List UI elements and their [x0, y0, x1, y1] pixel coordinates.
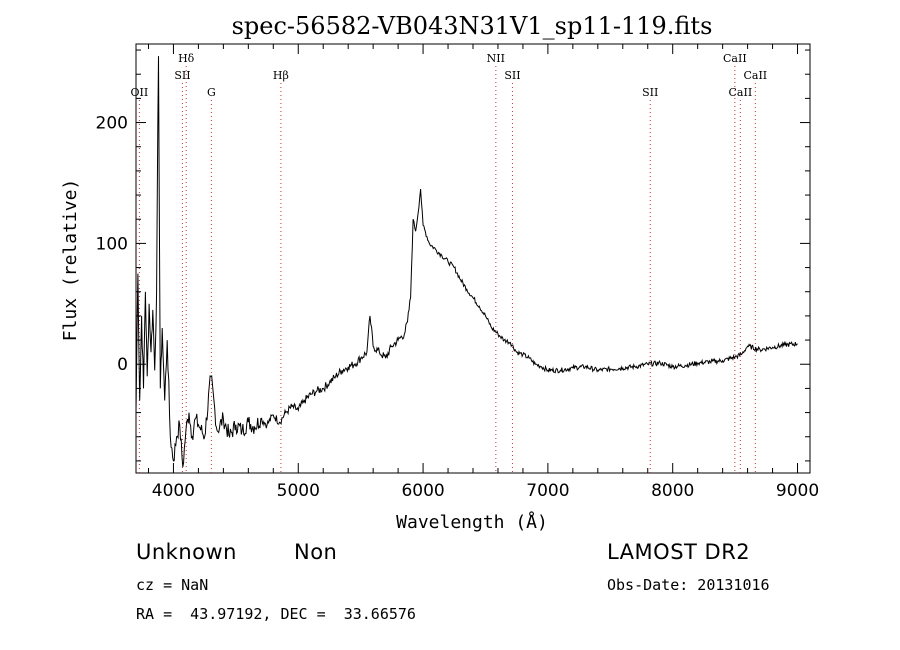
- x-tick-label: 7000: [526, 481, 569, 501]
- y-tick-label: 0: [117, 355, 128, 375]
- plot-frame: [135, 43, 811, 474]
- spectrum-line: [135, 56, 798, 468]
- x-tick-label: 9000: [776, 481, 819, 501]
- coordinates: RA = 43.97192, DEC = 33.66576: [136, 605, 416, 623]
- x-tick-label: 6000: [401, 481, 444, 501]
- chart-title: spec-56582-VB043N31V1_sp11-119.fits: [232, 12, 713, 40]
- spectral-line-label: CaII: [723, 52, 747, 65]
- spectral-line-label: CaII: [743, 69, 767, 82]
- x-tick-label: 4000: [152, 481, 195, 501]
- spectral-line-label: SII: [642, 86, 658, 99]
- y-axis-label: Flux (relative): [60, 179, 81, 342]
- y-tick-label: 200: [96, 114, 128, 134]
- x-tick-label: 8000: [651, 481, 694, 501]
- object-class: Unknown: [136, 540, 237, 564]
- spectral-line-label: OII: [131, 86, 149, 99]
- redshift-cz: cz = NaN: [136, 576, 209, 594]
- object-subclass: Non: [294, 540, 338, 564]
- spectral-line-label: G: [207, 86, 216, 99]
- spectral-line-markers: OII Hδ SII G Hβ NII SII SII CaII CaII CaII: [131, 52, 767, 473]
- x-axis-label: Wavelength (Å): [396, 511, 548, 533]
- x-tick-label: 5000: [277, 481, 320, 501]
- y-tick-label: 100: [96, 234, 128, 254]
- spectral-line-label: Hβ: [273, 69, 289, 82]
- axis-ticks: 4000 5000 6000 7000 8000 9000 0 100 200: [96, 44, 819, 501]
- observation-date: Obs-Date: 20131016: [607, 576, 770, 594]
- spectral-line-label: Hδ: [178, 52, 195, 65]
- spectral-line-label: SII: [504, 69, 520, 82]
- spectral-line-label: SII: [174, 69, 190, 82]
- spectral-line-label: CaII: [729, 86, 753, 99]
- survey-name: LAMOST DR2: [607, 540, 751, 564]
- spectral-line-label: NII: [487, 52, 505, 65]
